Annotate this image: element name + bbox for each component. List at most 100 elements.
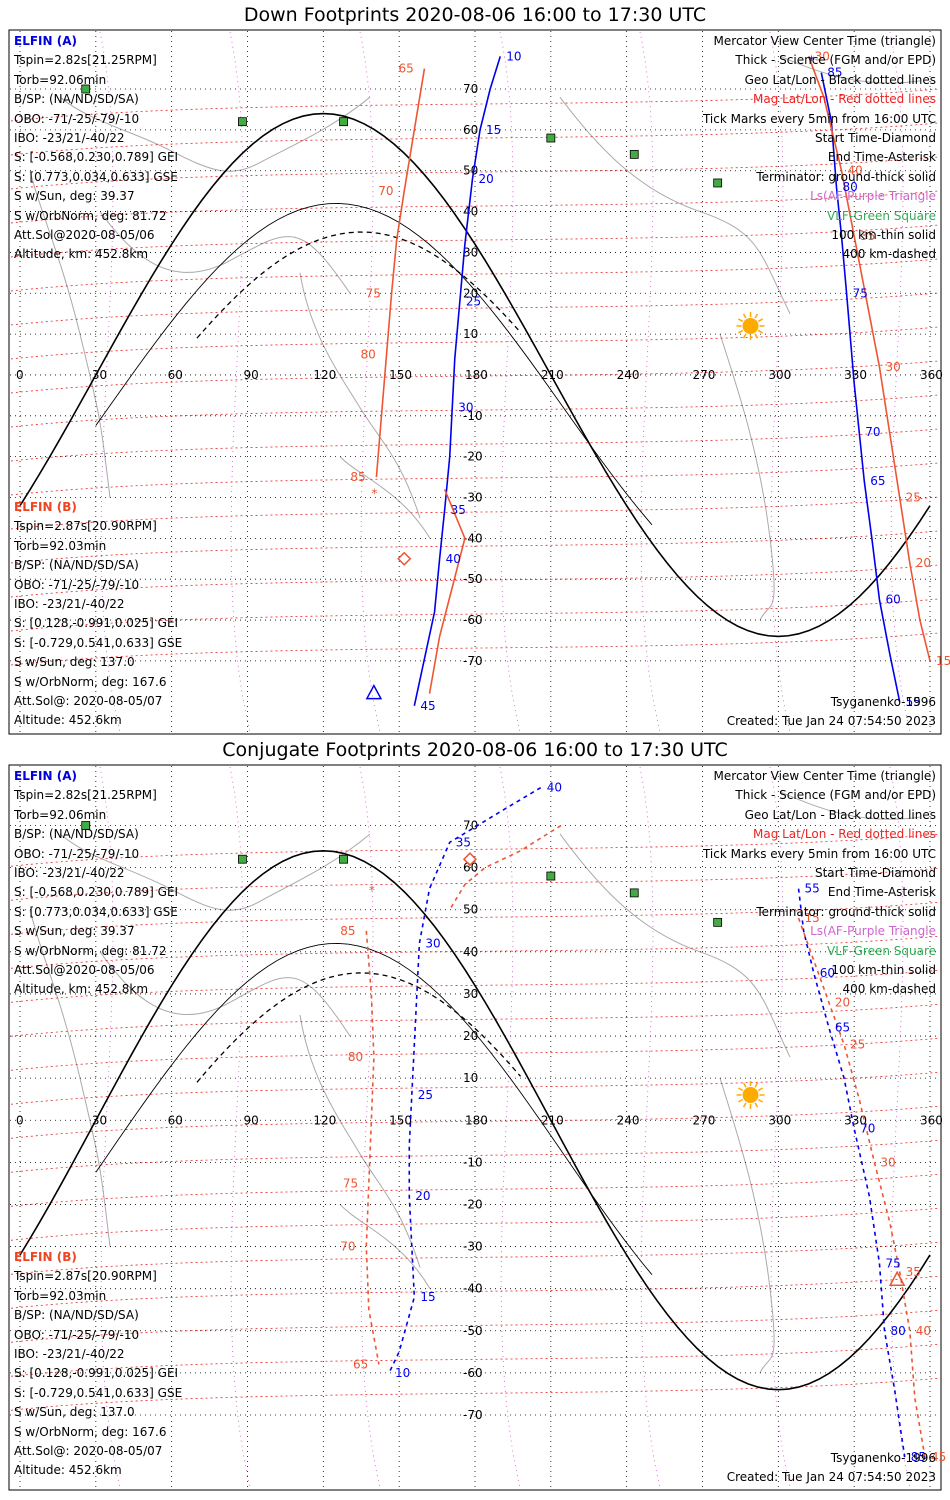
lon-tick-label: 30 [92, 1113, 107, 1127]
start-diamond-icon [462, 852, 478, 867]
lon-tick-label: 180 [465, 1113, 488, 1127]
legend-line: Ls(AF-Purple Triangle [810, 189, 936, 204]
coastline [339, 456, 431, 539]
terminator-400km [196, 231, 521, 339]
mag-meridian [639, 31, 661, 733]
elfin-b-info-1-line: Altitude: 452.6km [14, 1463, 122, 1478]
legend-line: End Time-Asterisk [827, 150, 936, 165]
elfin-b-tick-label: 20 [835, 995, 850, 1009]
vlf-green-square [713, 917, 723, 927]
coastline [99, 211, 351, 294]
legend-line: 400 km-dashed [842, 247, 936, 262]
lat-tick-label: -50 [463, 572, 483, 586]
end-asterisk-icon: * [809, 54, 815, 68]
elfin-a-info-0-line: Altitude, km: 452.8km [14, 247, 149, 262]
sun-ray [738, 329, 744, 334]
vlf-green-square [546, 871, 556, 881]
lon-tick-label: 120 [313, 1113, 336, 1127]
coastline [299, 272, 421, 519]
coastline [719, 1077, 775, 1374]
elfin-b-track [375, 68, 426, 478]
legend-line: 400 km-dashed [842, 982, 936, 997]
lon-tick-label: 210 [541, 368, 564, 382]
elfin-a-info-0-line: B/SP: (NA/ND/SD/SA) [14, 92, 139, 107]
vlf-green-square [339, 117, 348, 127]
elfin-a-tick-label: 40 [547, 781, 562, 795]
legend-line: Tick Marks every 5min from 16:00 UTC [702, 846, 936, 861]
legend-line: Terminator: ground-thick solid [756, 169, 936, 184]
elfin-a-info-0-line: Att.Sol@2020-08-05/06 [14, 228, 155, 243]
vlf-green-square [629, 888, 639, 898]
terminator-ground [19, 849, 931, 1391]
vlf-green-square [238, 117, 247, 127]
elfin-b-tick-label: 35 [860, 229, 875, 243]
legend-line: Thick - Science (FGM and/or EPD) [735, 53, 936, 68]
legend-line: VLF-Green Square [827, 208, 936, 223]
elfin-a-info-1-line: Att.Sol@2020-08-05/06 [14, 963, 155, 978]
elfin-b-tick-label: 65 [398, 62, 413, 76]
lon-tick-label: 300 [768, 368, 791, 382]
lat-tick-label: -20 [463, 1197, 483, 1211]
vlf-green-square [546, 133, 556, 143]
coastline [779, 791, 921, 820]
vlf-green-square [713, 178, 723, 188]
elfin-b-tick-label: 40 [916, 1324, 931, 1338]
coastline [29, 170, 111, 498]
elfin-a-tick-label: 15 [420, 1290, 435, 1304]
lon-tick-label: 60 [168, 368, 183, 382]
elfin-b-tick-label: 70 [378, 184, 393, 198]
mag-meridian [229, 31, 251, 733]
lat-tick-label: 40 [463, 205, 478, 219]
elfin-b-info-0-line: Tspin=2.87s[20.90RPM] [14, 519, 157, 534]
elfin-a-info-1-header: ELFIN (A) [14, 769, 77, 783]
elfin-b-info-1-line: Tspin=2.87s[20.90RPM] [14, 1269, 157, 1284]
elfin-a-tick-label: 15 [486, 123, 501, 137]
end-asterisk-icon: * [369, 884, 375, 898]
elfin-a-tick-label: 30 [425, 936, 440, 950]
elfin-a-info-0: ELFIN (A) Tspin=2.82s[21.25RPM] Torb=92.06… [14, 32, 178, 265]
vlf-green-square [81, 821, 91, 830]
elfin-a-info-0-line: S w/Sun, deg: 39.37 [14, 189, 135, 204]
lon-tick-label: 30 [92, 368, 107, 382]
elfin-a-info-1: ELFIN (A) Tspin=2.82s[21.25RPM] Torb=92.06… [14, 767, 178, 1000]
mag-meridian [889, 31, 911, 733]
elfin-b-tick-label: 75 [343, 1176, 358, 1190]
created-timestamp: Created: Tue Jan 24 07:54:50 2023 [726, 714, 936, 729]
elfin-a-tick-label: 60 [885, 593, 900, 607]
footer-0: Tsyganenko-1996 Created: Tue Jan 24 07:54… [727, 693, 936, 732]
elfin-b-tick-label: 40 [848, 164, 863, 178]
map-panel-0: 0 30 60 90 120 150 180 210 240 270 300 330 360 70 60 50… [8, 29, 950, 735]
terminator-100km [95, 942, 653, 1275]
elfin-b-info-0-line: Att.Sol@: 2020-08-05/07 [14, 694, 163, 709]
elfin-a-tick-label: 80 [891, 1324, 906, 1338]
lon-tick-label: 240 [617, 368, 640, 382]
elfin-b-tick-label: 75 [366, 286, 381, 300]
legend-line: Mercator View Center Time (triangle) [713, 769, 936, 783]
lat-tick-label: -70 [463, 1408, 483, 1422]
elfin-b-info-0: ELFIN (B) Tspin=2.87s[20.90RPM] Torb=92.03… [14, 498, 182, 731]
coastline [559, 833, 791, 1058]
lon-tick-label: 90 [244, 1113, 259, 1127]
elfin-b-tick-label: 20 [916, 556, 931, 570]
lon-tick-label: 240 [617, 1113, 640, 1127]
lon-tick-label: 360 [920, 368, 943, 382]
lat-tick-label: 40 [463, 945, 478, 959]
sun-ray [754, 333, 759, 339]
elfin-b-tick-label: 85 [350, 470, 365, 484]
elfin-b-info-1-line: Att.Sol@: 2020-08-05/07 [14, 1444, 163, 1459]
elfin-a-info-1-line: Altitude, km: 452.8km [14, 982, 149, 997]
mag-meridian [639, 766, 661, 1489]
lon-tick-label: 210 [541, 1113, 564, 1127]
elfin-b-tick-label: 25 [906, 491, 921, 505]
elfin-b-tick-label: 30 [880, 1155, 895, 1169]
elfin-a-info-1-line: Tspin=2.82s[21.25RPM] [14, 788, 157, 803]
elfin-a-info-0-line: Tspin=2.82s[21.25RPM] [14, 53, 157, 68]
mag-meridian [889, 766, 911, 1489]
lon-tick-label: 300 [768, 1113, 791, 1127]
elfin-a-info-0-line: IBO: -23/21/-40/22 [14, 131, 125, 146]
elfin-b-info-0-line: Torb=92.03min [14, 538, 107, 553]
elfin-b-info-0-line: S w/Sun, deg: 137.0 [14, 655, 135, 670]
sun-icon [742, 317, 759, 334]
lat-tick-label: 20 [463, 1029, 478, 1043]
sun-ray [742, 1102, 747, 1108]
